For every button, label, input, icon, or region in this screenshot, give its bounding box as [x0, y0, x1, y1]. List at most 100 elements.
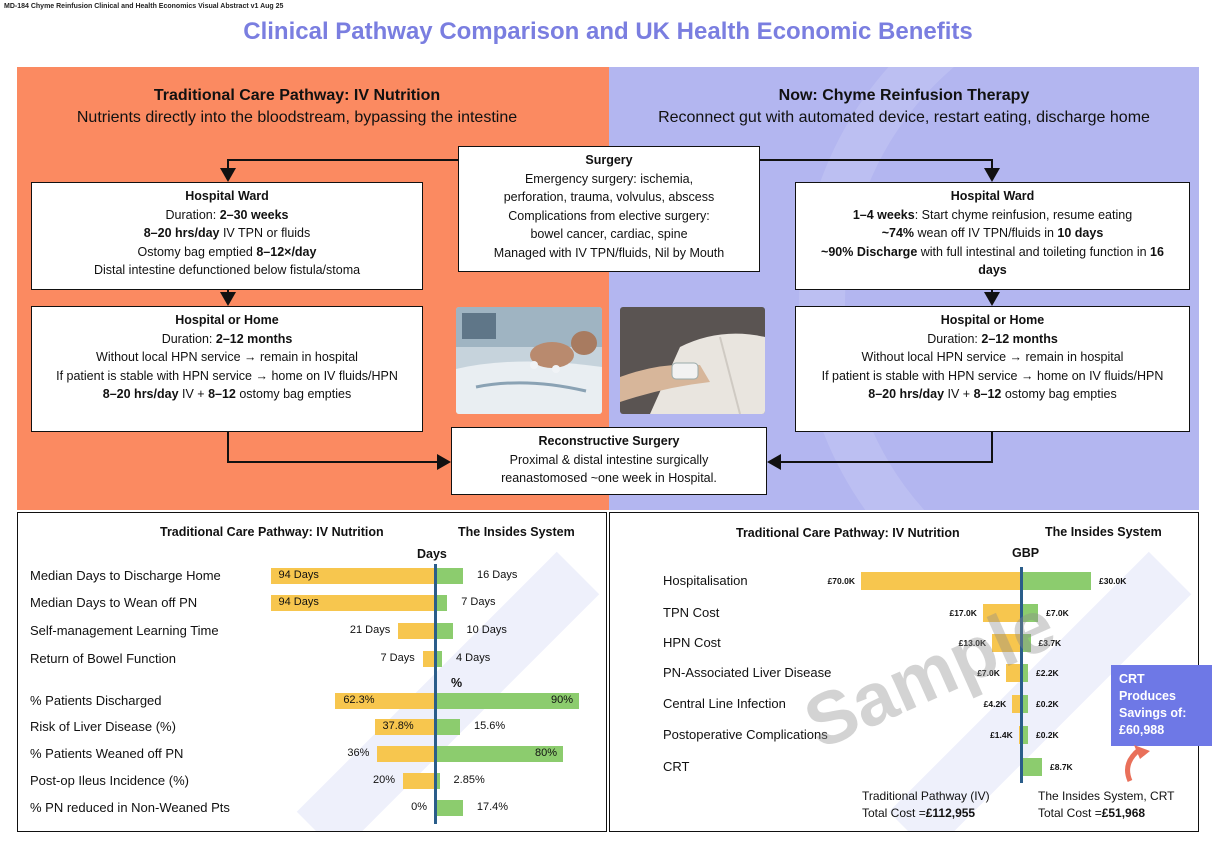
box-title: Hospital Ward: [950, 189, 1035, 203]
insides-bar: [435, 693, 579, 709]
home-stable: If patient is stable with HPN service → …: [821, 368, 1164, 383]
insides-value-label: £0.2K: [1036, 699, 1059, 709]
chyme-hospital-ward-box: Hospital Ward 1–4 weeks: Start chyme rei…: [795, 182, 1190, 290]
row-label: % Patients Weaned off PN: [30, 746, 184, 761]
insides-bar: [435, 623, 453, 639]
insides-value-label: 80%: [534, 747, 557, 759]
row-label: % PN reduced in Non-Weaned Pts: [30, 800, 230, 815]
traditional-hospital-ward-box: Hospital Ward Duration: 2–30 weeks 8–20 …: [31, 182, 423, 290]
home-duration: Duration: 2–12 months: [927, 331, 1058, 346]
right-panel-subtitle: Reconnect gut with automated device, res…: [658, 109, 1150, 126]
traditional-bar: [335, 693, 435, 709]
hospital-patient-photo: [456, 307, 602, 414]
insides-bar: [435, 800, 463, 816]
insides-bar: [435, 568, 463, 584]
row-label: % Patients Discharged: [30, 693, 162, 708]
row-label: Median Days to Wean off PN: [30, 595, 198, 610]
traditional-value-label: £7.0K: [977, 668, 1000, 678]
insides-bar: [1022, 604, 1039, 622]
traditional-value-label: 94 Days: [278, 569, 319, 581]
traditional-bar: [270, 595, 435, 611]
insides-bar: [1022, 758, 1042, 776]
left-panel-subtitle: Nutrients directly into the bloodstream,…: [76, 109, 518, 126]
traditional-bar: [861, 572, 1022, 590]
row-label: Median Days to Discharge Home: [30, 568, 221, 583]
document-id: MD-184 Chyme Reinfusion Clinical and Hea…: [4, 3, 284, 10]
row-label: Risk of Liver Disease (%): [30, 719, 176, 734]
traditional-value-label: 20%: [372, 774, 395, 786]
traditional-value-label: £13.0K: [958, 638, 987, 648]
insides-bar: [435, 651, 442, 667]
home-hours: 8–20 hrs/day IV + 8–12 ostomy bag emptie…: [868, 387, 1117, 401]
insides-bar: [435, 719, 460, 735]
left-panel-title: Traditional Care Pathway: IV Nutrition: [153, 87, 441, 104]
traditional-bar: [374, 719, 435, 735]
row-label: Self-management Learning Time: [30, 623, 219, 638]
chart-header-left: Traditional Care Pathway: IV Nutrition: [160, 525, 384, 539]
chyme-device-photo: [620, 307, 765, 414]
insides-bar: [435, 773, 440, 789]
home-duration: Duration: 2–12 months: [161, 331, 293, 346]
traditional-value-label: 0%: [411, 801, 427, 813]
ward-wean: ~74% wean off IV TPN/fluids in 10 days: [881, 226, 1104, 240]
health-economics-chart: [609, 512, 1199, 832]
ward-duration: Duration: 2–30 weeks: [165, 207, 289, 222]
chart-header-left: Traditional Care Pathway: IV Nutrition: [736, 526, 960, 540]
ward-weeks: 1–4 weeks: Start chyme reinfusion, resum…: [852, 207, 1133, 222]
traditional-hospital-home-box: Hospital or Home Duration: 2–12 months W…: [31, 306, 423, 432]
savings-callout: CRT Produces Savings of: £60,988: [1111, 665, 1212, 746]
traditional-bar: [403, 773, 435, 789]
callout-arrow-icon: [1125, 745, 1150, 783]
row-label: HPN Cost: [663, 635, 721, 650]
ward-ostomy: Ostomy bag emptied 8–12×/day: [137, 244, 317, 259]
clinical-outcomes-chart: [17, 512, 607, 832]
reconstructive-line: reanastomosed ~one week in Hospital.: [501, 471, 717, 485]
home-hours: 8–20 hrs/day IV + 8–12 ostomy bag emptie…: [102, 387, 352, 401]
insides-value-label: 2.85%: [453, 774, 485, 786]
traditional-bar: [398, 623, 435, 639]
ward-discharge: ~90% Discharge with full intestinal and …: [821, 244, 1164, 278]
insides-bar: [1022, 572, 1091, 590]
insides-value-label: £8.7K: [1050, 762, 1073, 772]
insides-bar: [435, 595, 448, 611]
insides-value-label: 15.6%: [473, 720, 506, 732]
insides-value-label: 7 Days: [461, 596, 496, 608]
surgery-line: Emergency surgery: ischemia,: [524, 171, 694, 186]
insides-value-label: 90%: [550, 694, 573, 706]
insides-value-label: £7.0K: [1046, 608, 1069, 618]
chart-header-right: The Insides System: [1045, 525, 1162, 539]
page-title: Clinical Pathway Comparison and UK Healt…: [243, 18, 973, 45]
chart-background-decoration: [888, 551, 1192, 831]
traditional-bar: [982, 604, 1022, 622]
row-label: Postoperative Complications: [663, 727, 828, 742]
box-title: Surgery: [585, 153, 633, 167]
box-title: Reconstructive Surgery: [538, 434, 680, 448]
box-title: Hospital or Home: [940, 313, 1045, 327]
row-label: PN-Associated Liver Disease: [663, 665, 832, 680]
traditional-bar: [1012, 695, 1022, 713]
row-label: Post-op Ileus Incidence (%): [30, 773, 189, 788]
home-no-service: Without local HPN service → remain in ho…: [96, 350, 358, 364]
reconstructive-surgery-box: Reconstructive Surgery Proximal & distal…: [451, 427, 767, 495]
ward-iv-hours: 8–20 hrs/day IV TPN or fluids: [143, 226, 311, 240]
traditional-bar: [422, 651, 435, 667]
insides-total-cost: The Insides System, CRT Total Cost =£51,…: [1038, 789, 1175, 820]
insides-value-label: £2.2K: [1036, 668, 1059, 678]
traditional-value-label: £1.4K: [990, 730, 1013, 740]
section-title-days: Days: [417, 547, 447, 561]
insides-bar: [435, 746, 563, 762]
surgery-line: Complications from elective surgery:: [508, 208, 710, 223]
traditional-value-label: 36%: [347, 747, 370, 759]
chart-header-right: The Insides System: [458, 525, 575, 539]
insides-bar: [1022, 664, 1028, 682]
reconstructive-line: Proximal & distal intestine surgically: [509, 452, 709, 467]
insides-value-label: 16 Days: [477, 569, 518, 581]
economics-chart-axis: [1020, 567, 1023, 783]
unit-label: GBP: [1012, 546, 1040, 560]
traditional-bar: [992, 634, 1022, 652]
clinical-chart-axis: [434, 564, 437, 824]
surgery-line: Managed with IV TPN/fluids, Nil by Mouth: [493, 245, 725, 260]
ward-intestine: Distal intestine defunctioned below fist…: [93, 263, 361, 277]
insides-value-label: 4 Days: [456, 652, 491, 664]
